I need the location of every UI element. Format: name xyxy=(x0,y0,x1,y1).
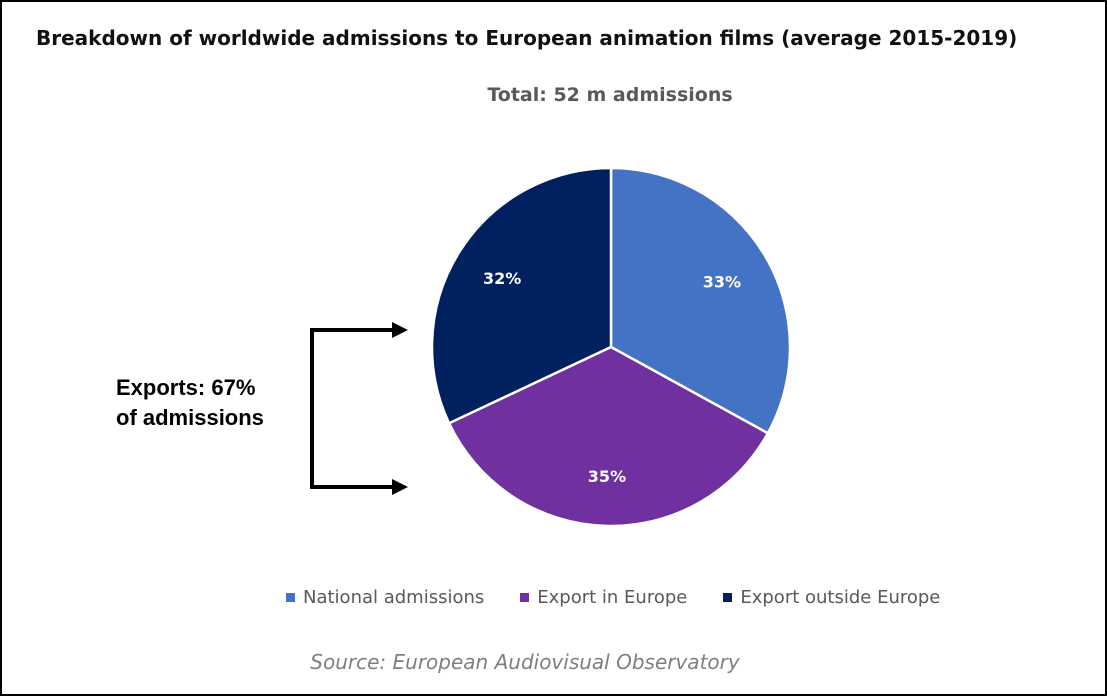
exports-line-2: of admissions xyxy=(116,405,264,430)
pie-data-labels: 33% 35% 32% xyxy=(483,269,741,486)
arrow-top-icon xyxy=(392,322,408,338)
exports-annotation: Exports: 67% of admissions xyxy=(116,373,264,433)
chart-title: Breakdown of worldwide admissions to Eur… xyxy=(36,26,1018,50)
exports-bracket xyxy=(310,328,396,489)
legend-item-export-outside: Export outside Europe xyxy=(723,587,940,608)
source-note: Source: European Audiovisual Observatory xyxy=(310,650,740,674)
chart-subtitle: Total: 52 m admissions xyxy=(487,84,733,106)
legend-label: Export outside Europe xyxy=(740,587,941,608)
legend-label: National admissions xyxy=(303,587,485,608)
pie-slice-export-outside-europe xyxy=(430,166,613,425)
legend-swatch xyxy=(723,593,733,602)
legend-item-national: National admissions xyxy=(286,587,484,608)
chart-legend: National admissions Export in Europe Exp… xyxy=(286,587,940,608)
pie-slice-national-admissions xyxy=(609,166,792,435)
bracket-line xyxy=(310,328,396,489)
legend-swatch xyxy=(520,593,530,602)
legend-label: Export in Europe xyxy=(537,587,688,608)
legend-swatch xyxy=(286,593,295,602)
pie-data-label: 32% xyxy=(483,269,521,288)
pie-slices xyxy=(430,166,792,528)
pie-slice-export-in-europe xyxy=(447,345,770,528)
exports-line-1: Exports: 67% xyxy=(116,375,256,400)
pie-data-label: 35% xyxy=(588,467,626,486)
arrow-bottom-icon xyxy=(392,479,408,495)
pie-data-label: 33% xyxy=(703,272,741,291)
legend-item-export-europe: Export in Europe xyxy=(520,587,687,608)
